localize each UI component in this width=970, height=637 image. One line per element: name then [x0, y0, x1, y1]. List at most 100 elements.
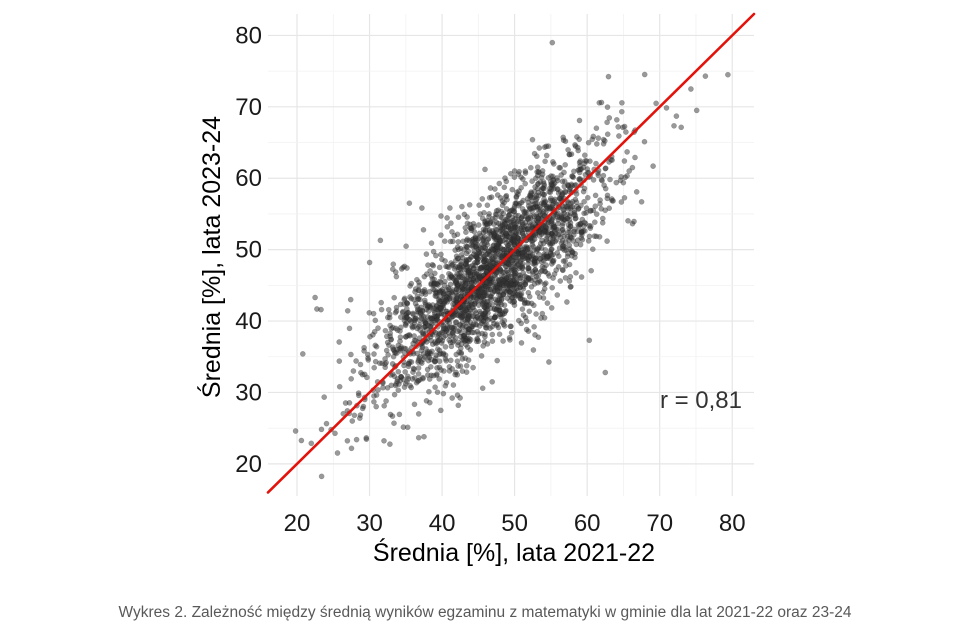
- scatter-point: [400, 376, 407, 383]
- scatter-point: [495, 300, 501, 307]
- x-axis-title: Średnia [%], lata 2021-22: [373, 537, 655, 567]
- scatter-point: [364, 351, 371, 358]
- scatter-point: [519, 264, 526, 271]
- scatter-point: [604, 192, 611, 199]
- scatter-point: [503, 206, 510, 212]
- scatter-point: [573, 269, 579, 276]
- scatter-point: [535, 215, 542, 222]
- scatter-point: [518, 340, 525, 346]
- scatter-point: [472, 234, 479, 241]
- scatter-point: [537, 255, 543, 262]
- scatter-point: [372, 317, 379, 324]
- scatter-point: [593, 211, 600, 217]
- scatter-point: [402, 333, 409, 340]
- scatter-point: [508, 323, 514, 330]
- scatter-point: [498, 208, 505, 215]
- scatter-point: [486, 211, 492, 217]
- scatter-point: [514, 189, 520, 195]
- scatter-point: [292, 428, 299, 434]
- scatter-point: [398, 266, 405, 272]
- scatter-point: [618, 173, 625, 180]
- scatter-point: [367, 333, 373, 340]
- scatter-point: [650, 163, 656, 169]
- scatter-point: [373, 403, 380, 410]
- scatter-point: [530, 205, 536, 211]
- scatter-point: [438, 213, 444, 219]
- scatter-point: [449, 366, 456, 372]
- scatter-point: [433, 252, 439, 259]
- scatter-point: [371, 364, 378, 371]
- scatter-point: [420, 374, 426, 381]
- scatter-point: [387, 411, 394, 418]
- scatter-point: [458, 349, 464, 356]
- scatter-point: [384, 384, 391, 391]
- scatter-point: [472, 252, 479, 259]
- scatter-point: [434, 389, 441, 396]
- scatter-point: [408, 295, 415, 302]
- scatter-point: [515, 212, 522, 219]
- scatter-point: [678, 124, 685, 131]
- scatter-point: [536, 294, 543, 301]
- scatter-point: [382, 364, 389, 371]
- scatter-point: [484, 202, 491, 208]
- scatter-point: [582, 152, 588, 158]
- scatter-point: [579, 236, 586, 243]
- scatter-point: [595, 172, 602, 179]
- scatter-point: [572, 142, 578, 148]
- scatter-point: [462, 261, 469, 268]
- scatter-point: [391, 391, 398, 398]
- y-tick-label: 60: [235, 165, 262, 192]
- scatter-point: [437, 336, 444, 343]
- scatter-point: [551, 228, 558, 234]
- scatter-point: [421, 297, 428, 304]
- scatter-point: [469, 301, 475, 308]
- scatter-point: [585, 238, 592, 244]
- scatter-point: [554, 292, 561, 298]
- scatter-point: [415, 295, 422, 302]
- scatter-point: [494, 357, 501, 364]
- scatter-point: [547, 250, 554, 257]
- scatter-point: [439, 273, 445, 280]
- scatter-point: [308, 440, 315, 447]
- scatter-point: [566, 261, 573, 268]
- scatter-point: [576, 136, 583, 143]
- scatter-point: [487, 294, 494, 301]
- scatter-point: [534, 169, 540, 175]
- scatter-point: [378, 306, 385, 313]
- scatter-point: [569, 173, 575, 179]
- scatter-point: [602, 165, 609, 172]
- scatter-point: [512, 294, 518, 300]
- scatter-point: [497, 224, 504, 230]
- scatter-point: [567, 210, 574, 216]
- scatter-point: [583, 209, 589, 216]
- scatter-point: [438, 232, 444, 238]
- scatter-point: [438, 251, 444, 258]
- scatter-point: [538, 315, 544, 321]
- scatter-point: [522, 180, 529, 187]
- scatter-point: [410, 365, 417, 372]
- scatter-point: [493, 269, 499, 276]
- scatter-point: [560, 190, 566, 197]
- scatter-point: [564, 299, 570, 305]
- scatter-point: [401, 317, 408, 324]
- scatter-point: [427, 363, 434, 370]
- scatter-point: [478, 286, 485, 293]
- scatter-point: [498, 297, 505, 303]
- scatter-point: [506, 211, 513, 218]
- scatter-point: [442, 278, 448, 285]
- scatter-point: [541, 196, 547, 202]
- scatter-point: [518, 184, 525, 191]
- scatter-point: [470, 321, 477, 328]
- scatter-point: [372, 342, 379, 349]
- scatter-point: [481, 304, 487, 310]
- scatter-point: [439, 329, 446, 336]
- scatter-point: [532, 261, 538, 268]
- y-tick-label: 20: [235, 451, 262, 478]
- scatter-point: [626, 168, 633, 174]
- scatter-point: [548, 220, 555, 226]
- scatter-point: [575, 147, 582, 154]
- x-tick-label: 40: [429, 510, 456, 537]
- scatter-point: [471, 271, 478, 278]
- scatter-point: [382, 327, 389, 334]
- scatter-point: [394, 376, 401, 382]
